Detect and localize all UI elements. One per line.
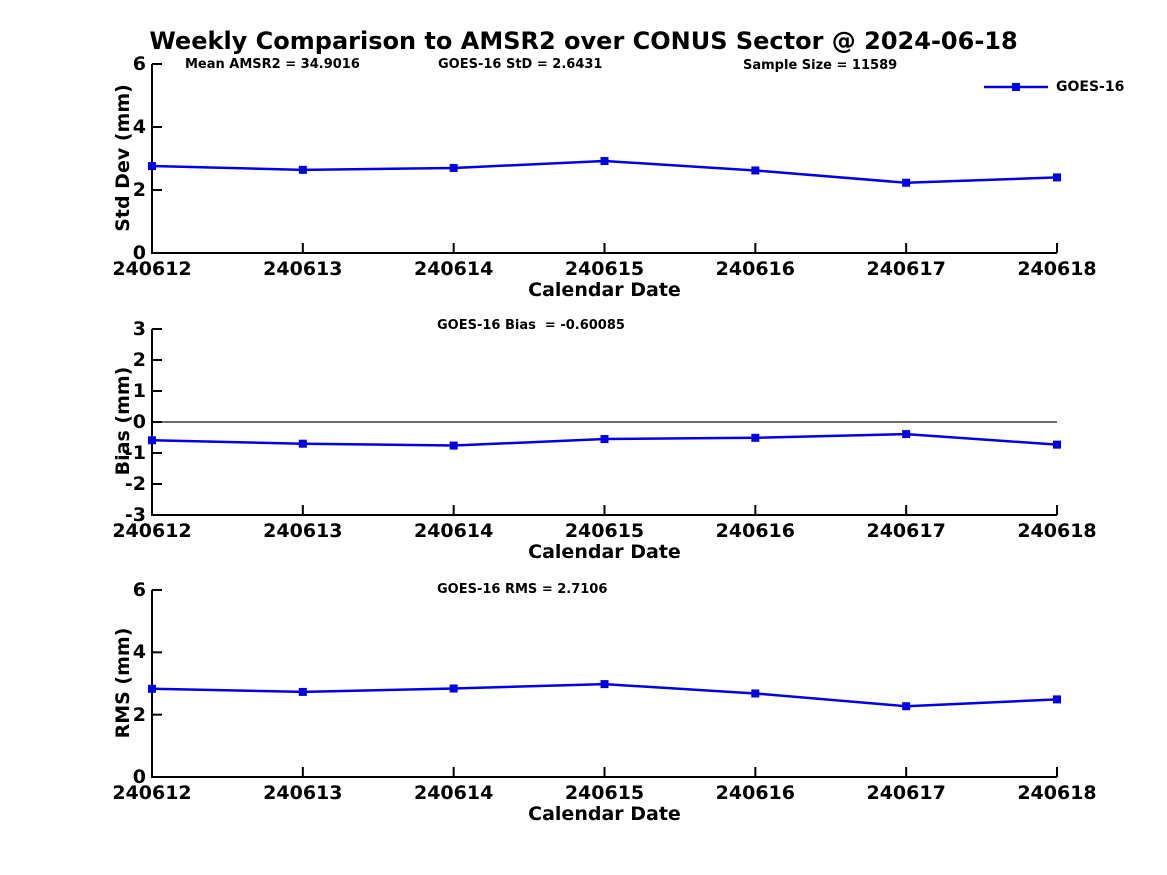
x-tick-label-bias: 240618 xyxy=(1017,520,1097,542)
y-tick-label-bias: -1 xyxy=(124,442,146,464)
x-tick-label-rms: 240616 xyxy=(715,782,795,804)
data-point-marker xyxy=(449,163,458,172)
data-point-marker xyxy=(751,166,760,175)
y-tick-label-rms: 4 xyxy=(132,641,146,664)
y-tick-label-rms: 6 xyxy=(132,579,146,601)
legend-label: GOES-16 xyxy=(1056,79,1125,95)
y-tick-label-stddev: 4 xyxy=(132,116,146,138)
legend-line-marker-icon xyxy=(984,83,1048,91)
data-point-marker xyxy=(600,680,609,689)
y-tick-label-bias: -3 xyxy=(124,504,146,526)
data-point-marker xyxy=(298,439,307,448)
annotation-goes16-rms: GOES-16 RMS = 2.7106 xyxy=(437,582,608,597)
x-tick-label-stddev: 240616 xyxy=(715,258,795,280)
x-tick-label-stddev: 240614 xyxy=(413,258,494,280)
data-point-marker xyxy=(600,157,609,166)
x-tick-label-rms: 240615 xyxy=(564,782,645,804)
data-point-marker xyxy=(1053,440,1061,449)
annotation-sample-size: Sample Size = 11589 xyxy=(743,58,898,73)
x-axis-label-bias: Calendar Date xyxy=(528,541,681,563)
data-point-marker xyxy=(751,689,760,698)
x-tick-label-bias: 240617 xyxy=(866,520,946,542)
annotation-mean-amsr2: Mean AMSR2 = 34.9016 xyxy=(185,57,360,72)
data-point-marker xyxy=(449,441,458,450)
x-tick-label-stddev: 240618 xyxy=(1017,258,1097,280)
chart-title: Weekly Comparison to AMSR2 over CONUS Se… xyxy=(149,27,1018,55)
y-tick-label-bias: 0 xyxy=(132,411,146,433)
y-tick-label-rms: 2 xyxy=(132,703,146,726)
x-tick-label-bias: 240615 xyxy=(564,520,645,542)
x-tick-label-bias: 240613 xyxy=(263,520,343,542)
x-tick-label-rms: 240617 xyxy=(866,782,946,804)
x-axis-label-stddev: Calendar Date xyxy=(528,279,681,301)
data-point-marker xyxy=(148,436,156,445)
legend: GOES-16 xyxy=(983,78,1124,96)
data-point-marker xyxy=(148,684,156,693)
x-tick-label-bias: 240614 xyxy=(413,520,494,542)
y-tick-label-stddev: 0 xyxy=(132,242,146,264)
y-tick-label-stddev: 6 xyxy=(132,53,146,75)
y-tick-label-rms: 0 xyxy=(132,766,146,788)
x-tick-label-stddev: 240612 xyxy=(112,258,192,280)
y-tick-label-bias: 2 xyxy=(132,349,146,371)
y-tick-label-stddev: 2 xyxy=(132,179,146,201)
data-point-marker xyxy=(298,687,307,696)
data-point-marker xyxy=(148,162,156,171)
x-tick-label-bias: 240616 xyxy=(715,520,795,542)
annotation-goes16-bias: GOES-16 Bias = -0.60085 xyxy=(437,318,625,333)
y-axis-label-stddev: Std Dev (mm) xyxy=(112,84,134,232)
x-tick-label-stddev: 240613 xyxy=(263,258,343,280)
y-tick-label-bias: 1 xyxy=(132,380,146,402)
x-tick-label-rms: 240612 xyxy=(112,782,192,804)
x-tick-label-rms: 240618 xyxy=(1017,782,1097,804)
data-point-marker xyxy=(902,178,911,187)
x-tick-label-rms: 240614 xyxy=(413,782,494,804)
data-point-marker xyxy=(902,702,911,711)
data-point-marker xyxy=(1053,695,1061,704)
x-tick-label-stddev: 240617 xyxy=(866,258,946,280)
data-point-marker xyxy=(449,684,458,693)
data-point-marker xyxy=(298,165,307,174)
x-tick-label-bias: 240612 xyxy=(112,520,192,542)
x-tick-label-rms: 240613 xyxy=(263,782,343,804)
data-point-marker xyxy=(600,435,609,444)
annotation-goes16-std: GOES-16 StD = 2.6431 xyxy=(438,57,603,72)
x-tick-label-stddev: 240615 xyxy=(564,258,645,280)
data-point-marker xyxy=(902,430,911,439)
data-point-marker xyxy=(751,433,760,442)
y-tick-label-bias: 3 xyxy=(132,318,146,340)
data-point-marker xyxy=(1053,173,1061,182)
x-axis-label-rms: Calendar Date xyxy=(528,803,681,825)
y-tick-label-bias: -2 xyxy=(124,473,146,495)
